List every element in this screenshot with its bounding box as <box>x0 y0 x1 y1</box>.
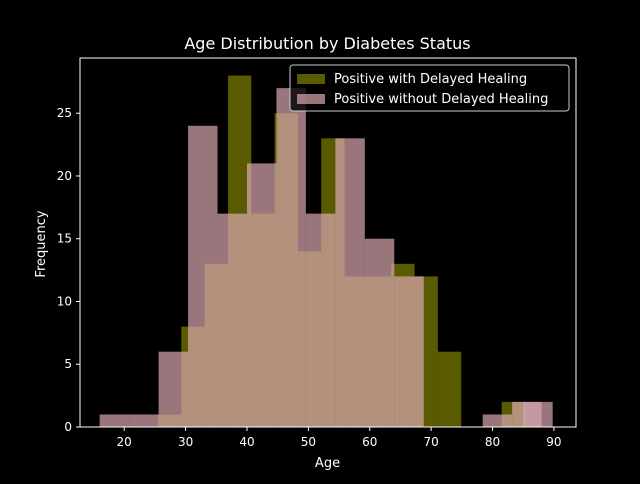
plot-frame <box>79 57 577 428</box>
bar-series-2-bin-14 <box>482 414 513 427</box>
bar-series-2-bin-9 <box>335 138 365 427</box>
legend-swatch-2 <box>297 94 325 104</box>
bar-series-2-bin-2 <box>129 414 159 427</box>
bars-layer <box>99 75 553 428</box>
x-tick-label-7: 80 <box>485 435 500 449</box>
x-tick-label-1: 20 <box>117 435 132 449</box>
bar-series-2-bin-6 <box>246 163 277 427</box>
y-tick-label-2: 5 <box>64 357 72 371</box>
bar-series-2-bin-4 <box>188 125 218 427</box>
series-2-bars <box>99 88 553 428</box>
legend-label-1: Positive with Delayed Healing <box>334 72 527 87</box>
x-tick-label-2: 30 <box>178 435 193 449</box>
y-tick-label-4: 15 <box>57 232 72 246</box>
bar-series-1-bin-13 <box>437 351 462 427</box>
x-tick-label-3: 40 <box>239 435 254 449</box>
y-tick-label-6: 25 <box>57 106 72 120</box>
axes-layer: 20 30 40 50 60 70 80 90 0 5 10 15 20 25 <box>57 57 577 449</box>
x-tick-label-5: 60 <box>362 435 377 449</box>
legend: Positive with Delayed Healing Positive wi… <box>289 64 570 112</box>
y-tick-label-5: 20 <box>57 169 72 183</box>
legend-label-2: Positive without Delayed Healing <box>334 92 548 107</box>
bar-series-2-bin-7 <box>276 88 306 428</box>
y-tick-label-1: 0 <box>64 420 72 434</box>
x-tick-label-4: 50 <box>301 435 316 449</box>
bar-series-2-bin-5 <box>217 213 247 427</box>
bar-series-2-bin-11 <box>394 276 424 427</box>
y-axis-label: Frequency <box>34 210 49 277</box>
y-tick-label-3: 10 <box>57 294 72 308</box>
bar-series-2-bin-10 <box>364 238 395 427</box>
bar-series-2-bin-1 <box>99 414 130 427</box>
bar-series-2-bin-8 <box>305 213 336 427</box>
bar-series-2-bin-3 <box>158 351 189 427</box>
bar-series-2-bin-16 <box>523 401 553 427</box>
x-tick-label-8: 90 <box>546 435 561 449</box>
x-tick-label-6: 70 <box>423 435 438 449</box>
chart-title: Age Distribution by Diabetes Status <box>184 34 470 53</box>
legend-swatch-1 <box>297 74 325 84</box>
legend-box <box>289 64 570 112</box>
x-axis-label: Age <box>315 456 340 471</box>
